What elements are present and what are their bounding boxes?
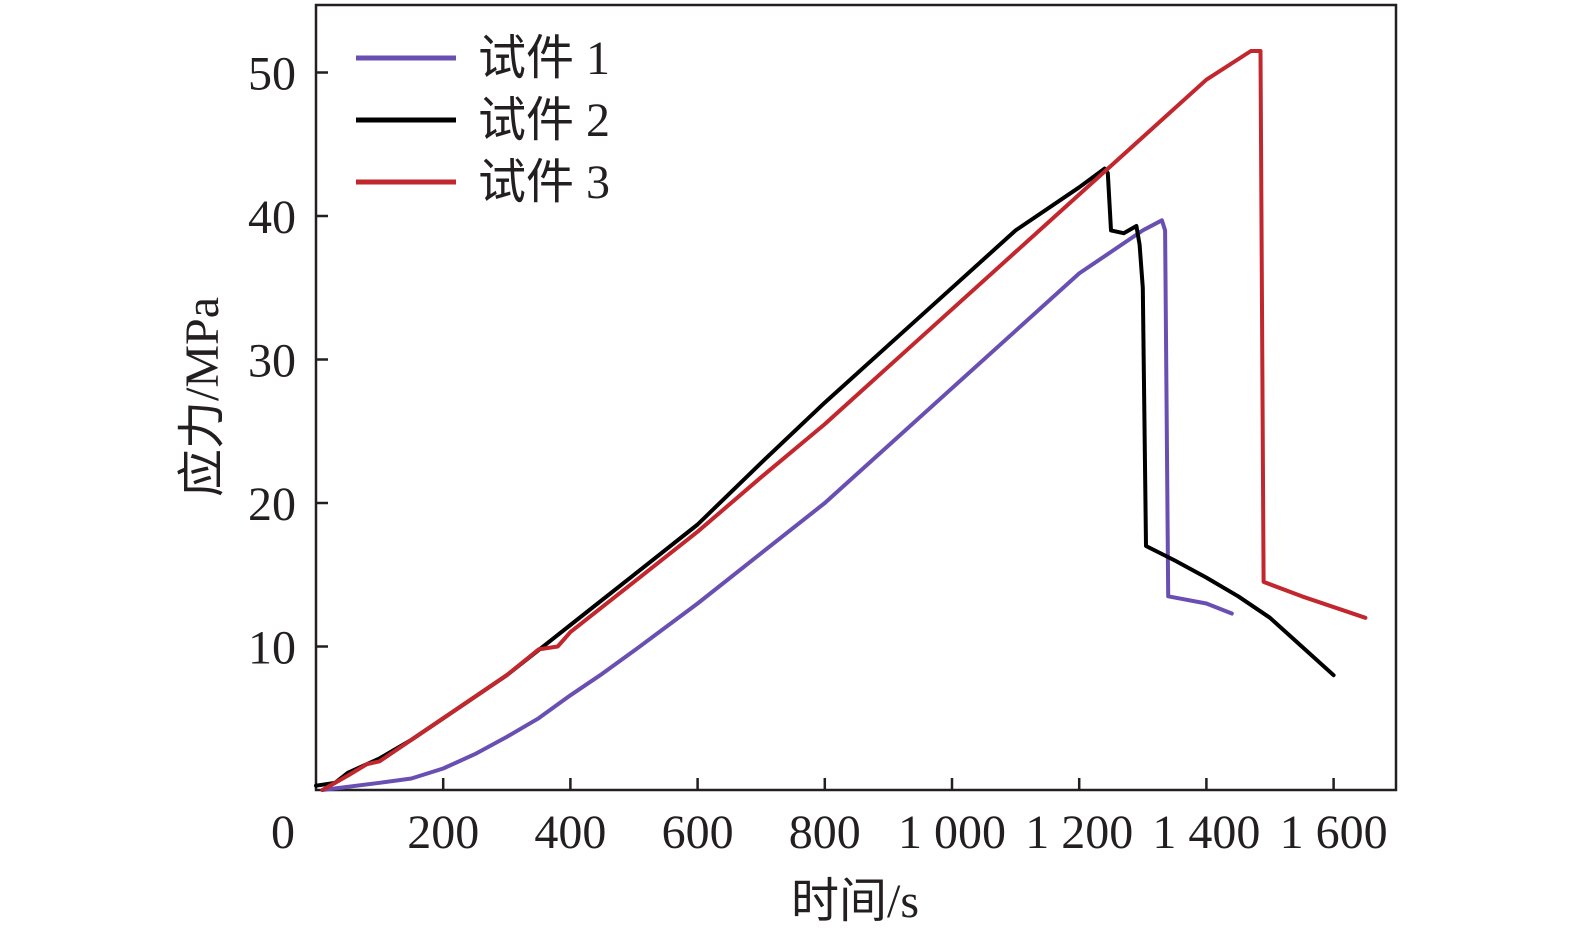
x-tick-label: 1 000 [898, 806, 1006, 859]
x-axis-ticks: 0 200 400 600 800 1 000 1 200 1 400 1 600 [271, 778, 1388, 859]
legend-label-2: 试件 2 [478, 94, 610, 147]
x-tick-label: 1 600 [1280, 806, 1388, 859]
legend: 试件 1 试件 2 试件 3 [356, 32, 610, 209]
x-tick-label: 200 [407, 806, 479, 859]
y-tick-label: 50 [248, 48, 296, 101]
series-lines [314, 49, 1368, 792]
x-tick-label: 400 [534, 806, 606, 859]
series-line-3 [320, 49, 1368, 792]
x-tick-label: 600 [662, 806, 734, 859]
series-line-1 [320, 218, 1234, 792]
y-axis-ticks: 10 20 30 40 50 [248, 48, 328, 675]
legend-label-3: 试件 3 [478, 156, 610, 209]
y-tick-label: 30 [248, 335, 296, 388]
y-tick-label: 40 [248, 191, 296, 244]
legend-label-1: 试件 1 [478, 32, 610, 85]
y-tick-label: 20 [248, 478, 296, 531]
x-tick-label: 1 400 [1152, 806, 1260, 859]
y-axis-title: 应力/MPa [176, 297, 229, 497]
x-tick-label: 800 [789, 806, 861, 859]
plot-frame [314, 3, 1398, 792]
x-tick-label: 1 200 [1025, 806, 1133, 859]
y-tick-label: 10 [248, 622, 296, 675]
series-line-2 [314, 166, 1336, 788]
x-tick-label: 0 [271, 806, 295, 859]
x-axis-title: 时间/s [791, 875, 919, 928]
